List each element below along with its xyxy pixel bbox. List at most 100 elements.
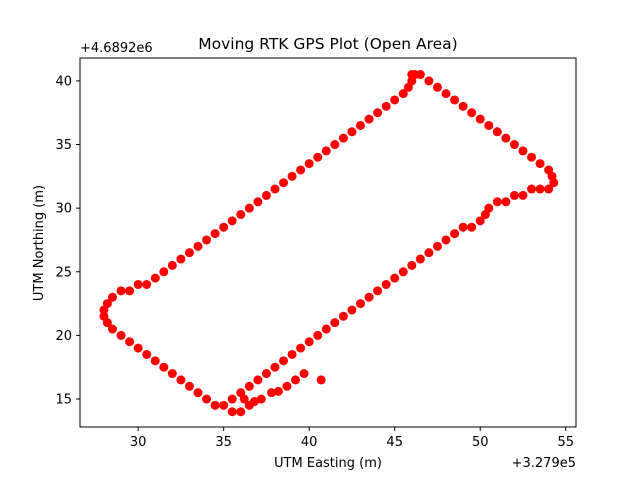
data-point: [424, 76, 434, 86]
data-point: [159, 362, 169, 372]
data-point: [210, 400, 220, 410]
data-point: [330, 318, 340, 328]
data-point: [313, 330, 323, 340]
data-point: [270, 184, 280, 194]
data-point: [304, 337, 314, 347]
data-point: [381, 101, 391, 111]
data-point: [338, 311, 348, 321]
data-points: [99, 70, 559, 417]
data-point: [458, 101, 468, 111]
data-point: [364, 292, 374, 302]
data-point: [296, 343, 306, 353]
x-tick-label: 50: [472, 435, 489, 450]
data-point: [125, 337, 135, 347]
data-point: [330, 140, 340, 150]
data-point: [167, 260, 177, 270]
data-point: [133, 343, 143, 353]
data-point: [480, 210, 490, 220]
data-point: [261, 190, 271, 200]
data-point: [102, 299, 112, 309]
data-point: [150, 273, 160, 283]
data-point: [244, 381, 254, 391]
data-point: [282, 381, 292, 391]
data-point: [398, 89, 408, 99]
data-point: [107, 292, 117, 302]
data-point: [373, 286, 383, 296]
data-point: [441, 235, 451, 245]
data-point: [236, 407, 246, 417]
data-point: [509, 190, 519, 200]
data-point: [176, 254, 186, 264]
data-point: [364, 114, 374, 124]
data-point: [475, 216, 485, 226]
data-point: [424, 248, 434, 258]
data-point: [458, 222, 468, 232]
data-point: [398, 267, 408, 277]
data-point: [116, 330, 126, 340]
data-point: [210, 229, 220, 239]
data-point: [125, 286, 135, 296]
data-point: [184, 381, 194, 391]
y-tick-label: 20: [55, 329, 72, 344]
data-point: [527, 184, 537, 194]
data-point: [150, 356, 160, 366]
data-point: [338, 133, 348, 143]
data-point: [279, 356, 289, 366]
data-point: [193, 388, 203, 398]
data-point: [219, 400, 229, 410]
x-tick-label: 55: [557, 435, 574, 450]
data-point: [116, 286, 126, 296]
data-point: [467, 108, 477, 118]
x-axis-ticks: 30 35 40 45 50 55: [130, 427, 574, 450]
x-tick-label: 35: [215, 435, 232, 450]
data-point: [239, 394, 249, 404]
data-point: [501, 133, 511, 143]
y-tick-label: 35: [55, 138, 72, 153]
x-axis-label: UTM Easting (m): [274, 456, 382, 471]
data-point: [279, 178, 289, 188]
data-point: [107, 324, 117, 334]
data-point: [518, 190, 528, 200]
data-point: [270, 362, 280, 372]
data-point: [347, 127, 357, 137]
data-point: [184, 248, 194, 258]
data-point: [535, 159, 545, 169]
data-point: [410, 70, 420, 80]
data-point: [227, 216, 237, 226]
data-point: [316, 375, 326, 385]
data-point: [304, 159, 314, 169]
data-point: [415, 254, 425, 264]
data-point: [475, 114, 485, 124]
data-point: [202, 235, 212, 245]
data-point: [253, 375, 263, 385]
data-point: [227, 394, 237, 404]
data-point: [321, 324, 331, 334]
data-point: [347, 305, 357, 315]
data-point: [313, 152, 323, 162]
data-point: [432, 82, 442, 92]
data-point: [256, 394, 266, 404]
y-tick-label: 30: [55, 202, 72, 217]
data-point: [501, 197, 511, 207]
data-point: [407, 260, 417, 270]
x-tick-label: 45: [386, 435, 403, 450]
data-point: [296, 165, 306, 175]
y-tick-label: 25: [55, 265, 72, 280]
data-point: [99, 311, 109, 321]
data-point: [142, 349, 152, 359]
data-point: [381, 279, 391, 289]
y-axis-label: UTM Northing (m): [32, 185, 47, 301]
data-point: [450, 229, 460, 239]
chart-title: Moving RTK GPS Plot (Open Area): [198, 35, 457, 53]
data-point: [544, 184, 554, 194]
data-point: [467, 222, 477, 232]
data-point: [535, 184, 545, 194]
data-point: [291, 375, 301, 385]
plot-frame: [79, 57, 577, 428]
data-point: [133, 279, 143, 289]
data-point: [267, 388, 277, 398]
data-point: [176, 375, 186, 385]
data-point: [355, 299, 365, 309]
data-point: [236, 210, 246, 220]
